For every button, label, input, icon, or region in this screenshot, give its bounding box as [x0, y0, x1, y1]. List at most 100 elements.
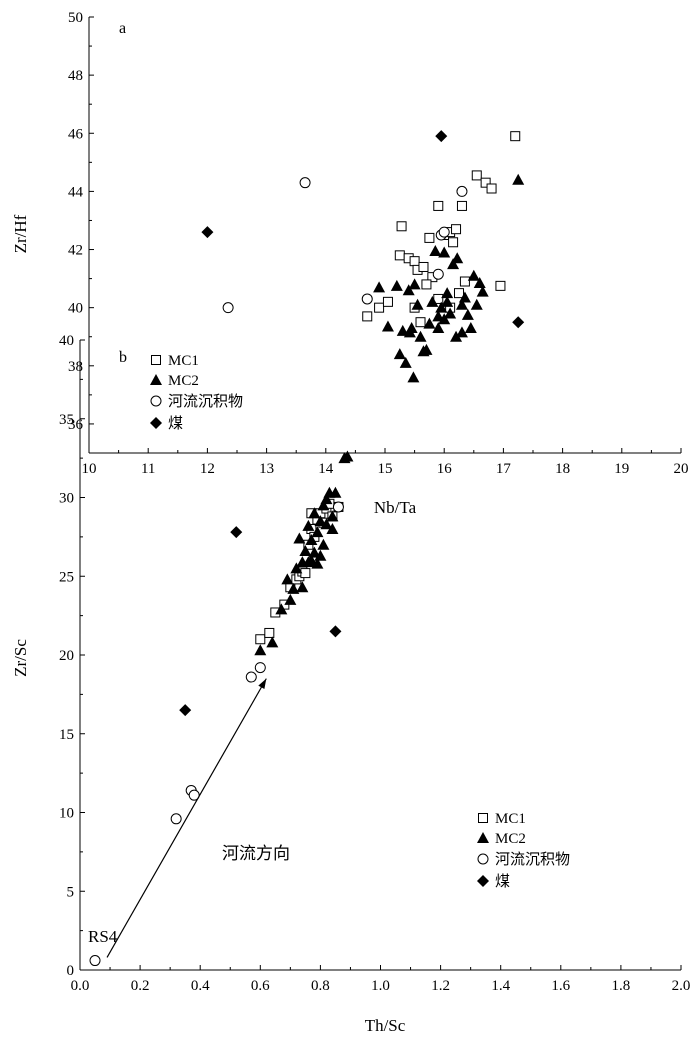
point-mc1 — [374, 302, 385, 313]
point-mc2 — [467, 269, 480, 281]
point-mc2 — [329, 486, 342, 498]
point-mc2 — [281, 573, 294, 585]
point-mc2 — [473, 276, 486, 288]
point-mc2 — [302, 519, 315, 531]
point-mc2 — [402, 284, 415, 296]
point-mc1 — [421, 279, 432, 290]
point-mc2 — [512, 173, 525, 185]
point-coal — [201, 226, 214, 239]
point-mc2 — [254, 644, 267, 656]
point-mc2 — [308, 507, 321, 519]
x-tick-label: 1.4 — [491, 978, 510, 994]
arrow-shaft — [106, 678, 267, 958]
point-mc2 — [317, 499, 330, 511]
legend-marker-mc2 — [150, 374, 162, 385]
point-mc2 — [320, 518, 333, 530]
point-mc1 — [495, 280, 506, 291]
point-mc2 — [393, 348, 406, 360]
legend-label-river-sediment: 河流沉积物 — [495, 851, 570, 868]
y-tick-label: 46 — [68, 126, 84, 142]
point-mc2 — [314, 549, 327, 561]
point-mc1 — [255, 634, 266, 645]
point-mc2 — [432, 310, 445, 322]
point-mc1 — [486, 183, 497, 194]
point-river-sediment — [361, 293, 373, 305]
point-mc1 — [396, 221, 407, 232]
legend-marker-coal — [477, 875, 489, 887]
legend-marker-river-sediment — [150, 395, 162, 407]
point-coal — [435, 130, 448, 143]
point-mc2 — [381, 320, 394, 332]
point-mc2 — [408, 278, 421, 290]
point-mc2 — [455, 298, 468, 310]
point-mc1 — [418, 261, 429, 272]
point-mc1 — [480, 177, 491, 188]
x-tick-label: 10 — [82, 461, 97, 477]
x-tick-label: 16 — [437, 461, 453, 477]
plot-area-b: 0.0 0.2 0.4 0.6 0.8 1.0 1.2 1.4 1.6 1.8 2.0 0 5 10 15 2… — [59, 333, 690, 994]
y-tick-label: 44 — [68, 184, 84, 200]
legend-label-coal: 煤 — [495, 873, 510, 890]
legend-label-mc1: MC1 — [168, 353, 199, 369]
panel-a-x-axis-title: Nb/Ta — [374, 498, 417, 517]
y-tick-label: 35 — [59, 412, 74, 428]
x-tick-label: 11 — [141, 461, 155, 477]
point-mc1 — [382, 296, 393, 307]
point-mc1 — [510, 131, 521, 142]
point-mc2 — [450, 330, 463, 342]
point-mc2 — [314, 515, 327, 527]
x-tick-label: 1.0 — [371, 978, 390, 994]
point-river-sediment — [245, 671, 257, 683]
y-tick-label: 40 — [68, 301, 83, 317]
point-river-sediment — [170, 813, 182, 825]
point-mc2 — [299, 545, 312, 557]
point-mc2 — [396, 324, 409, 336]
point-mc1 — [433, 200, 444, 211]
point-mc2 — [311, 557, 324, 569]
x-tick-label: 1.6 — [551, 978, 570, 994]
legend-label-mc2: MC2 — [495, 831, 526, 847]
point-mc2 — [461, 308, 474, 320]
x-tick-label: 19 — [614, 461, 629, 477]
point-mc2 — [423, 317, 436, 329]
point-river-sediment — [456, 185, 468, 197]
y-tick-label: 48 — [68, 68, 83, 84]
legend-symbol-mc1 — [151, 355, 161, 365]
point-mc2 — [429, 244, 442, 256]
legend-marker-river-sediment — [477, 853, 489, 865]
point-mc2 — [405, 322, 418, 334]
river-direction-label: 河流方向 — [222, 844, 290, 863]
point-mc2 — [305, 534, 318, 546]
x-tick-label: 17 — [496, 461, 512, 477]
point-mc2 — [305, 554, 318, 566]
x-tick-label: 15 — [378, 461, 393, 477]
panel-b-x-axis-title: Th/Sc — [365, 1016, 406, 1035]
point-mc1 — [300, 568, 311, 579]
point-river-sediment — [438, 226, 450, 238]
point-mc2 — [320, 493, 333, 505]
point-mc1 — [424, 232, 435, 243]
point-mc2 — [451, 252, 464, 264]
panel-b-label: b — [119, 349, 127, 366]
point-mc2 — [441, 287, 454, 299]
arrow-head — [258, 678, 267, 690]
point-mc2 — [414, 330, 427, 342]
point-mc1 — [448, 237, 459, 248]
point-mc2 — [426, 295, 439, 307]
x-tick-label: 2.0 — [672, 978, 691, 994]
point-mc1 — [415, 317, 426, 328]
point-mc2 — [435, 301, 448, 313]
y-tick-label: 40 — [59, 333, 74, 349]
x-tick-label: 12 — [200, 461, 215, 477]
legend-symbol-river-sediment — [150, 395, 162, 407]
legend-marker-coal — [150, 417, 162, 429]
point-mc2 — [438, 246, 451, 258]
point-mc2 — [476, 285, 489, 297]
y-tick-label: 25 — [59, 569, 74, 585]
point-mc2 — [455, 326, 468, 338]
point-mc2 — [447, 258, 460, 270]
point-mc2 — [266, 636, 279, 648]
legend-marker-mc1 — [151, 355, 161, 365]
